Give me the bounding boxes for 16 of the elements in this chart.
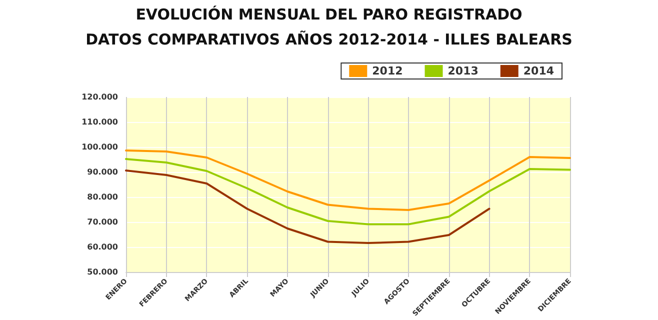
line-series [125, 158, 571, 226]
y-tick-label: 70.000 [87, 218, 118, 226]
line-series [125, 170, 490, 244]
line-series [125, 150, 571, 211]
y-tick-label: 100.000 [82, 142, 118, 152]
legend-label: 2012 [372, 64, 403, 78]
chart-title: EVOLUCIÓN MENSUAL DEL PARO REGISTRADO [136, 6, 522, 24]
legend-label: 2014 [523, 64, 554, 78]
y-tick-label: 90.000 [87, 168, 118, 176]
legend-label: 2013 [448, 64, 478, 78]
y-tick-label: 60.000 [87, 242, 118, 252]
y-tick-label: 80.000 [87, 192, 118, 202]
y-tick-label: 50.000 [87, 268, 118, 276]
y-tick-label: 110.000 [82, 118, 118, 126]
chart-subtitle: DATOS COMPARATIVOS AÑOS 2012-2014 - ILLES BALEARS [86, 30, 572, 48]
y-tick-label: 120.000 [82, 92, 118, 102]
